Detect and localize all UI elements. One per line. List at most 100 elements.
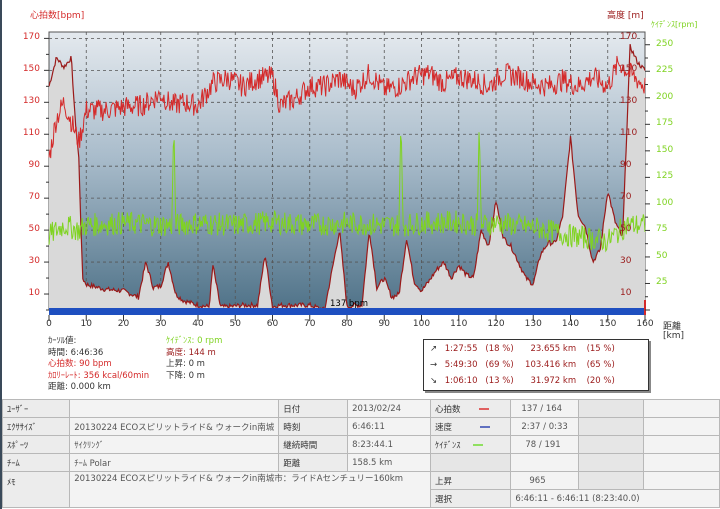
x-tick-label: 160 [636,319,654,329]
table-row: 選択 6:46:11 - 6:46:11 (8:23:40.0) [3,489,720,508]
cadence-label: ｹｲﾃﾞﾝｽ [429,435,512,454]
team-value: ﾁｰﾑ Polar [69,453,280,472]
altitude-axis-title: 高度 [m] [607,11,644,21]
time-label: 時刻 [278,417,349,436]
speed-band [49,308,645,315]
hr-tick-label: 90 [28,160,40,171]
summary-row-up: ↗ 1:27:55 (18 %) 23.655 km (15 %) [430,341,615,357]
hr-tick-label: 50 [28,224,40,235]
cadence-line [48,132,646,253]
hr-axis-title: 心拍数[bpm] [30,11,85,21]
x-tick-label: 30 [155,319,167,329]
arrow-right-icon: → [430,360,438,370]
hr-tick-label: 150 [22,64,40,75]
exercise-info-table: ﾕｰｻﾞｰ 日付 2013/02/24 心拍数 137 / 164 ｴｸｻｻｲｽ… [1,399,720,508]
hr-tick-label: 30 [28,256,40,267]
summary-row-down: ↘ 1:06:10 (13 %) 31.972 km (20 %) [430,373,615,389]
hr-label: 心拍数 [429,399,512,418]
x-tick-label: 40 [192,319,204,329]
x-tick-label: 130 [524,319,542,329]
speed-value: 2:37 / 0:33 [510,417,580,436]
time-value: 6:46:11 [347,417,431,436]
selection-value: 6:46:11 - 6:46:11 (8:23:40.0) [510,489,720,508]
x-tick-label: 90 [378,319,390,329]
team-label: ﾁｰﾑ [1,453,71,472]
cadence-value: 78 / 191 [510,435,580,454]
cursor-distance: 距離: 0.000 km [48,382,111,392]
distance-label: 距離 [278,453,349,472]
exercise-value: 20130224 ECOスピリットライド& ウォークin南城 [69,417,280,436]
x-axis-unit: [km] [663,331,685,341]
x-tick-label: 70 [304,319,316,329]
altitude-tick-label: 90 [620,160,632,171]
window-left-edge [0,0,2,509]
user-value [69,399,280,418]
x-tick-label: 20 [117,319,130,329]
speed-legend-line [480,426,490,428]
altitude-tick-label: 170 [620,32,638,43]
cursor-ascent: 上昇: 0 m [166,359,205,369]
x-tick-label: 0 [46,319,52,329]
x-tick-label: 110 [450,319,468,329]
ascent-label: 上昇 [429,471,512,490]
cadence-tick-label: 100 [656,197,674,208]
hr-tick-label: 170 [22,32,40,43]
cadence-tick-label: 225 [656,65,674,76]
altitude-tick-label: 10 [620,288,632,299]
altitude-tick-label: 70 [620,192,632,203]
x-tick-label: 150 [599,319,617,329]
altitude-tick-label: 110 [620,128,638,139]
altitude-tick-label: 150 [620,64,638,75]
distance-value: 158.5 km [347,453,431,472]
cadence-tick-label: 150 [656,144,674,155]
date-value: 2013/02/24 [347,399,431,418]
memo-label: ﾒﾓ [1,471,71,508]
x-tick-label: 80 [341,319,353,329]
duration-value: 8:23:44.1 [347,435,431,454]
cursor-calorie: ｶﾛﾘｰﾚｰﾄ: 356 kcal/60min [48,370,150,381]
duration-label: 継続時間 [278,435,349,454]
cadence-tick-label: 175 [656,118,674,129]
table-row: ﾒﾓ 20130224 ECOスピリットライド& ウォークin南城市：ライドAセ… [1,471,720,508]
table-row: ｽﾎﾟｰﾂ ｻｲｸﾘﾝｸﾞ 継続時間 8:23:44.1 ｹｲﾃﾞﾝｽ 78 /… [1,435,720,454]
altitude-fill [49,44,645,310]
exercise-label: ｴｸｻｻｲｽﾞ [1,417,71,436]
x-tick-label: 60 [266,319,279,329]
speed-label: 速度 [429,417,512,436]
cursor-hr: 心拍数: 90 bpm [48,359,112,369]
hr-tick-label: 70 [28,192,40,203]
x-tick-label: 50 [229,319,241,329]
x-tick-label: 120 [487,319,505,329]
cursor-time: 時間: 6:46:36 [48,347,104,358]
cursor-cadence: ｹｲﾃﾞﾝｽ: 0 rpm [166,336,223,346]
date-label: 日付 [278,399,349,418]
altitude-tick-label: 130 [620,96,638,107]
slope-summary-box: ↗ 1:27:55 (18 %) 23.655 km (15 %) → 5:49… [423,339,649,391]
cadence-tick-label: 75 [656,224,668,235]
sport-value: ｻｲｸﾘﾝｸﾞ [69,435,280,454]
avg-hr-marker: 137 bpm [330,299,368,309]
hr-value: 137 / 164 [510,399,580,418]
hr-tick-label: 10 [28,288,40,299]
cursor-altitude: 高度: 144 m [166,347,216,358]
ascent-value: 965 [510,471,580,490]
x-tick-label: 100 [412,319,431,329]
altitude-tick-label: 30 [620,256,632,267]
cadence-tick-label: 250 [656,38,674,49]
chart-plot[interactable] [0,0,720,340]
x-tick-label: 10 [80,319,92,329]
memo-value: 20130224 ECOスピリットライド& ウォークin南城市：ライドAセンチュ… [69,471,431,508]
cadence-tick-label: 200 [656,91,674,102]
cursor-values-panel: ｶｰｿﾙ値: 時間: 6:46:36 心拍数: 90 bpm ｶﾛﾘｰﾚｰﾄ: … [48,336,149,394]
hr-tick-label: 110 [22,128,40,139]
cadence-legend-line [472,444,483,446]
table-row: ﾁｰﾑ ﾁｰﾑ Polar 距離 158.5 km [1,453,720,472]
hr-legend-line [478,408,489,410]
arrow-up-right-icon: ↗ [430,344,438,354]
cadence-tick-label: 125 [656,171,674,182]
hr-line [48,55,646,159]
summary-row-flat: → 5:49:30 (69 %) 103.416 km (65 %) [430,357,615,373]
altitude-tick-label: 50 [620,224,632,235]
x-axis-title: 距離 [663,322,682,332]
cadence-axis-title: ｹｲﾃﾞﾝｽ[rpm] [651,20,698,29]
